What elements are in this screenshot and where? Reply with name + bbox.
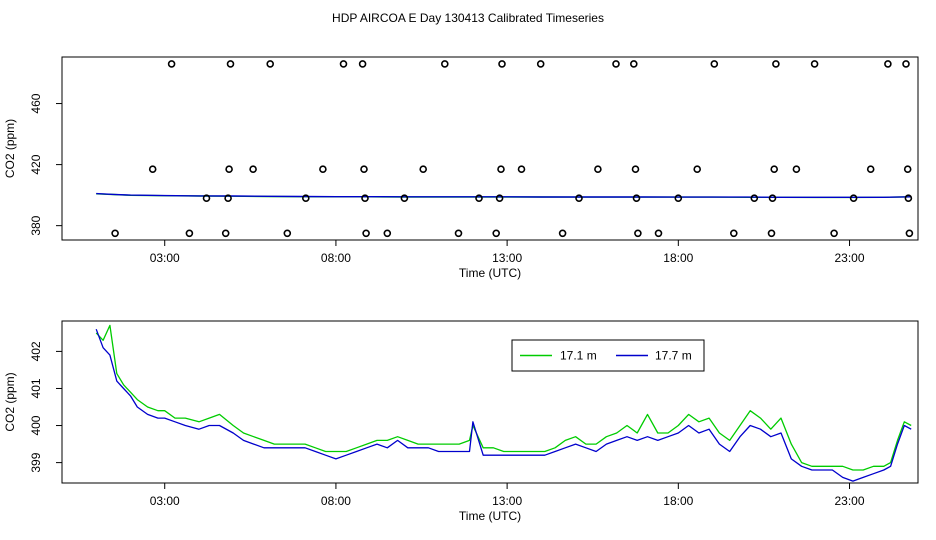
data-point xyxy=(612,60,620,68)
data-point xyxy=(383,229,392,238)
data-layer xyxy=(95,324,912,482)
data-point xyxy=(693,165,702,173)
data-point xyxy=(498,60,506,68)
x-axis: 03:00 08:00 13:00 18:00 23:00 Time (UTC) xyxy=(150,239,865,280)
x-tick-label: 03:00 xyxy=(150,251,180,265)
plot-frame xyxy=(61,320,919,484)
top-co2-panel: 03:00 08:00 13:00 18:00 23:00 Time (UTC) 380 42… xyxy=(3,56,919,280)
x-axis: 03:00 08:00 13:00 18:00 23:00 Time (UTC) xyxy=(150,482,865,523)
data-point xyxy=(492,229,501,238)
data-point xyxy=(866,165,875,173)
data-point xyxy=(266,60,275,68)
x-tick-label: 23:00 xyxy=(835,494,865,508)
data-point xyxy=(768,194,777,202)
series-line-17-1-m xyxy=(95,324,912,471)
y-tick-label: 400 xyxy=(29,415,43,435)
data-point xyxy=(594,165,602,173)
data-point xyxy=(454,229,463,238)
data-point xyxy=(319,165,327,173)
data-point xyxy=(301,194,310,202)
data-point xyxy=(750,194,759,202)
y-axis: 380 420 460 CO2 (ppm) xyxy=(3,93,63,236)
x-tick-label: 03:00 xyxy=(150,494,180,508)
data-point xyxy=(400,194,409,202)
data-point xyxy=(226,60,235,68)
data-point xyxy=(283,229,292,238)
data-point xyxy=(710,60,719,68)
data-point xyxy=(202,194,211,202)
data-point xyxy=(360,165,368,173)
data-point xyxy=(654,229,663,238)
data-point xyxy=(575,194,583,202)
y-axis-label: CO2 (ppm) xyxy=(3,119,17,178)
data-point xyxy=(225,165,233,173)
data-point xyxy=(634,229,642,238)
y-tick-label: 399 xyxy=(29,452,43,472)
bottom-co2-panel: 03:00 08:00 13:00 18:00 23:00 Time (UTC) 399 40… xyxy=(3,320,919,523)
x-tick-label: 08:00 xyxy=(321,494,351,508)
x-tick-label: 23:00 xyxy=(835,251,865,265)
data-point xyxy=(674,194,683,202)
data-point xyxy=(770,165,779,173)
data-point xyxy=(767,229,776,238)
legend: 17.1 m 17.7 m xyxy=(511,339,705,372)
data-point xyxy=(111,229,119,238)
data-point xyxy=(558,229,567,238)
data-point xyxy=(419,165,428,173)
data-point xyxy=(729,229,738,238)
x-tick-label: 08:00 xyxy=(321,251,351,265)
data-point xyxy=(221,229,230,238)
data-point xyxy=(884,60,892,68)
legend-label: 17.1 m xyxy=(560,349,597,363)
data-point xyxy=(497,165,505,173)
y-axis: 399 400 401 402 CO2 (ppm) xyxy=(3,341,63,473)
x-axis-label: Time (UTC) xyxy=(459,266,521,280)
data-point xyxy=(358,60,367,68)
data-point xyxy=(849,194,858,202)
data-layer xyxy=(96,60,914,238)
data-point xyxy=(632,194,641,202)
data-point xyxy=(904,194,913,202)
x-tick-label: 13:00 xyxy=(492,251,522,265)
y-tick-label: 420 xyxy=(29,154,43,174)
data-point xyxy=(629,60,638,68)
figure-title: HDP AIRCOA E Day 130413 Calibrated Times… xyxy=(332,11,604,25)
data-point xyxy=(772,60,780,68)
data-point xyxy=(185,229,194,238)
data-point xyxy=(517,165,526,173)
x-tick-label: 18:00 xyxy=(663,251,693,265)
legend-label: 17.7 m xyxy=(655,349,692,363)
data-point xyxy=(536,60,545,68)
data-point xyxy=(905,229,914,238)
data-point xyxy=(475,194,483,202)
data-point xyxy=(339,60,348,68)
plot-frame xyxy=(61,56,919,241)
y-axis-label: CO2 (ppm) xyxy=(3,372,17,431)
data-point xyxy=(440,60,449,68)
data-point xyxy=(792,165,801,173)
y-tick-label: 460 xyxy=(29,93,43,113)
data-point xyxy=(902,60,910,68)
data-point xyxy=(903,165,912,173)
y-tick-label: 402 xyxy=(29,341,43,361)
data-point xyxy=(810,60,819,68)
data-point xyxy=(361,194,369,202)
data-point xyxy=(148,165,157,173)
y-tick-label: 401 xyxy=(29,378,43,398)
data-point xyxy=(830,229,838,238)
series-line-17-7-m xyxy=(95,328,912,482)
x-tick-label: 18:00 xyxy=(663,494,693,508)
data-point xyxy=(249,165,257,173)
data-point xyxy=(224,194,232,202)
x-tick-label: 13:00 xyxy=(492,494,522,508)
y-tick-label: 380 xyxy=(29,215,43,235)
x-axis-label: Time (UTC) xyxy=(459,509,521,523)
data-point xyxy=(495,194,504,202)
data-point xyxy=(631,165,640,173)
data-point xyxy=(167,60,176,68)
data-point xyxy=(362,229,370,238)
